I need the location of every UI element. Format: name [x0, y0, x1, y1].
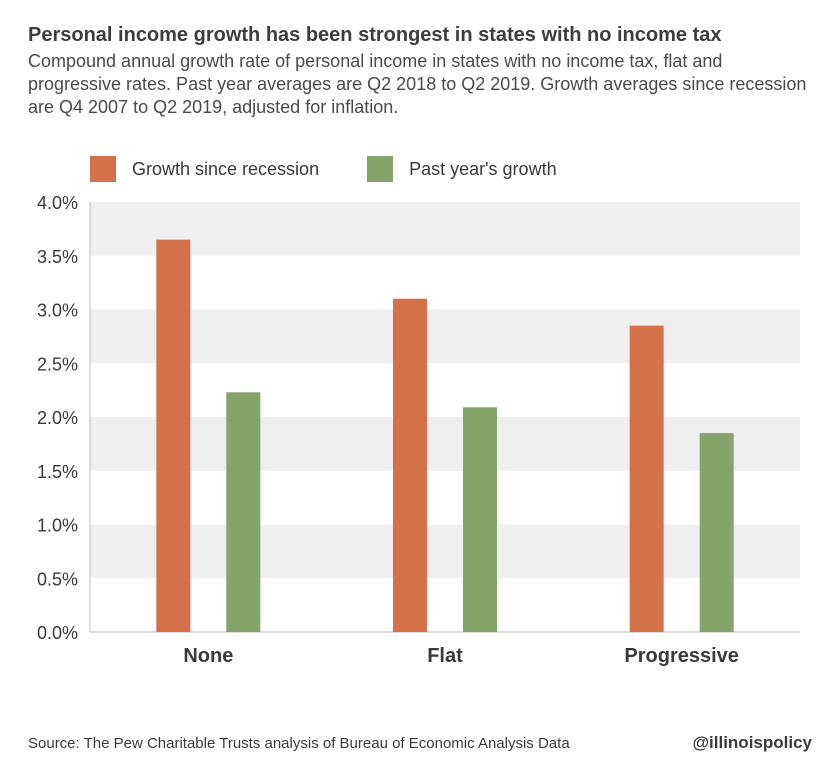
legend-label-past-years-growth: Past year's growth: [409, 158, 557, 179]
chart-title: Personal income growth has been stronges…: [28, 24, 722, 46]
source-note: Source: The Pew Charitable Trusts analys…: [28, 735, 570, 752]
y-tick-label: 4.0%: [37, 193, 78, 213]
x-tick-label: Flat: [427, 645, 463, 667]
bar-none-past-years-growth: [226, 392, 261, 632]
chart-subtitle: Compound annual growth rate of personal …: [28, 51, 807, 117]
bar-flat-past-years-growth: [463, 407, 497, 632]
grid-band: [90, 524, 800, 579]
grid-band: [90, 202, 800, 256]
legend-item-past-years-growth: Past year's growth: [367, 156, 557, 182]
y-tick-label: 2.0%: [37, 408, 78, 428]
legend-swatch-past-years-growth: [367, 156, 394, 182]
x-tick-label: None: [183, 645, 233, 667]
y-tick-label: 3.0%: [37, 301, 78, 321]
y-tick-label: 2.5%: [37, 354, 78, 374]
legend: Growth since recession Past year's growt…: [90, 155, 605, 183]
grid-band: [90, 417, 800, 471]
y-tick-label: 0.5%: [37, 569, 78, 589]
bar-flat-growth-since-recession: [393, 298, 427, 632]
bar-chart: 0.0% 0.5% 1.0% 1.5% 2.0% 2.5% 3.0% 3.5% 4.0% None…: [37, 193, 800, 667]
bar-progressive-growth-since-recession: [629, 325, 664, 632]
grid-band: [90, 309, 800, 364]
brand-handle: @illinoispolicy: [692, 733, 812, 752]
y-tick-label: 1.5%: [37, 462, 78, 482]
x-tick-label: Progressive: [624, 645, 739, 667]
bar-progressive-past-years-growth: [699, 433, 734, 632]
y-tick-label: 1.0%: [37, 516, 78, 536]
bar-none-growth-since-recession: [156, 239, 191, 632]
y-tick-label: 3.5%: [37, 247, 78, 267]
legend-item-growth-since-recession: Growth since recession: [90, 156, 319, 182]
y-tick-label: 0.0%: [37, 623, 78, 643]
legend-swatch-growth-since-recession: [90, 156, 116, 182]
legend-label-growth-since-recession: Growth since recession: [132, 158, 320, 179]
